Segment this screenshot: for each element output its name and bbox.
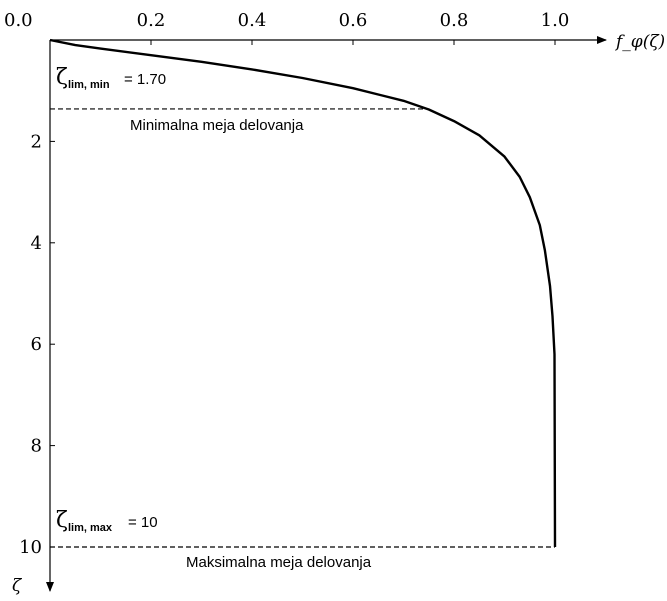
series-group: [49, 38, 557, 548]
zeta-max-symbol: ζ: [56, 508, 68, 533]
zeta-min-caption: Minimalna meja delovanja: [130, 117, 304, 134]
zeta-min-subscript: lim, min: [68, 79, 110, 91]
zeta-min-value: = 1.70: [124, 71, 166, 88]
x-tick-label-2: 0.6: [339, 10, 368, 31]
x-tick-label-0: 0.2: [137, 10, 166, 31]
y-tick-label-3: 8: [31, 436, 42, 457]
x-tick-label-4: 1.0: [541, 10, 570, 31]
x-tick-label-1: 0.4: [238, 10, 267, 31]
y-tick-label-0: 2: [31, 131, 42, 152]
x-tick-label-3: 0.8: [440, 10, 469, 31]
zeta-min-symbol: ζ: [56, 65, 68, 90]
y-axis-label: ζ: [12, 576, 23, 596]
y-tick-label-2: 6: [31, 334, 42, 355]
origin-label: 0.0: [4, 10, 33, 31]
series-line-0: [49, 38, 557, 548]
x-ticks: 0.2 0.4 0.6 0.8 1.0: [137, 10, 570, 45]
y-ticks: 2 4 6 8 10: [19, 131, 55, 558]
y-tick-label-1: 4: [31, 233, 42, 254]
y-tick-label-4: 10: [19, 537, 42, 558]
zeta-max-caption: Maksimalna meja delovanja: [186, 554, 372, 571]
zeta-max-subscript: lim, max: [68, 522, 113, 534]
zeta-max-value: = 10: [128, 514, 158, 531]
x-axis-label: f_φ(ζ): [614, 32, 665, 52]
